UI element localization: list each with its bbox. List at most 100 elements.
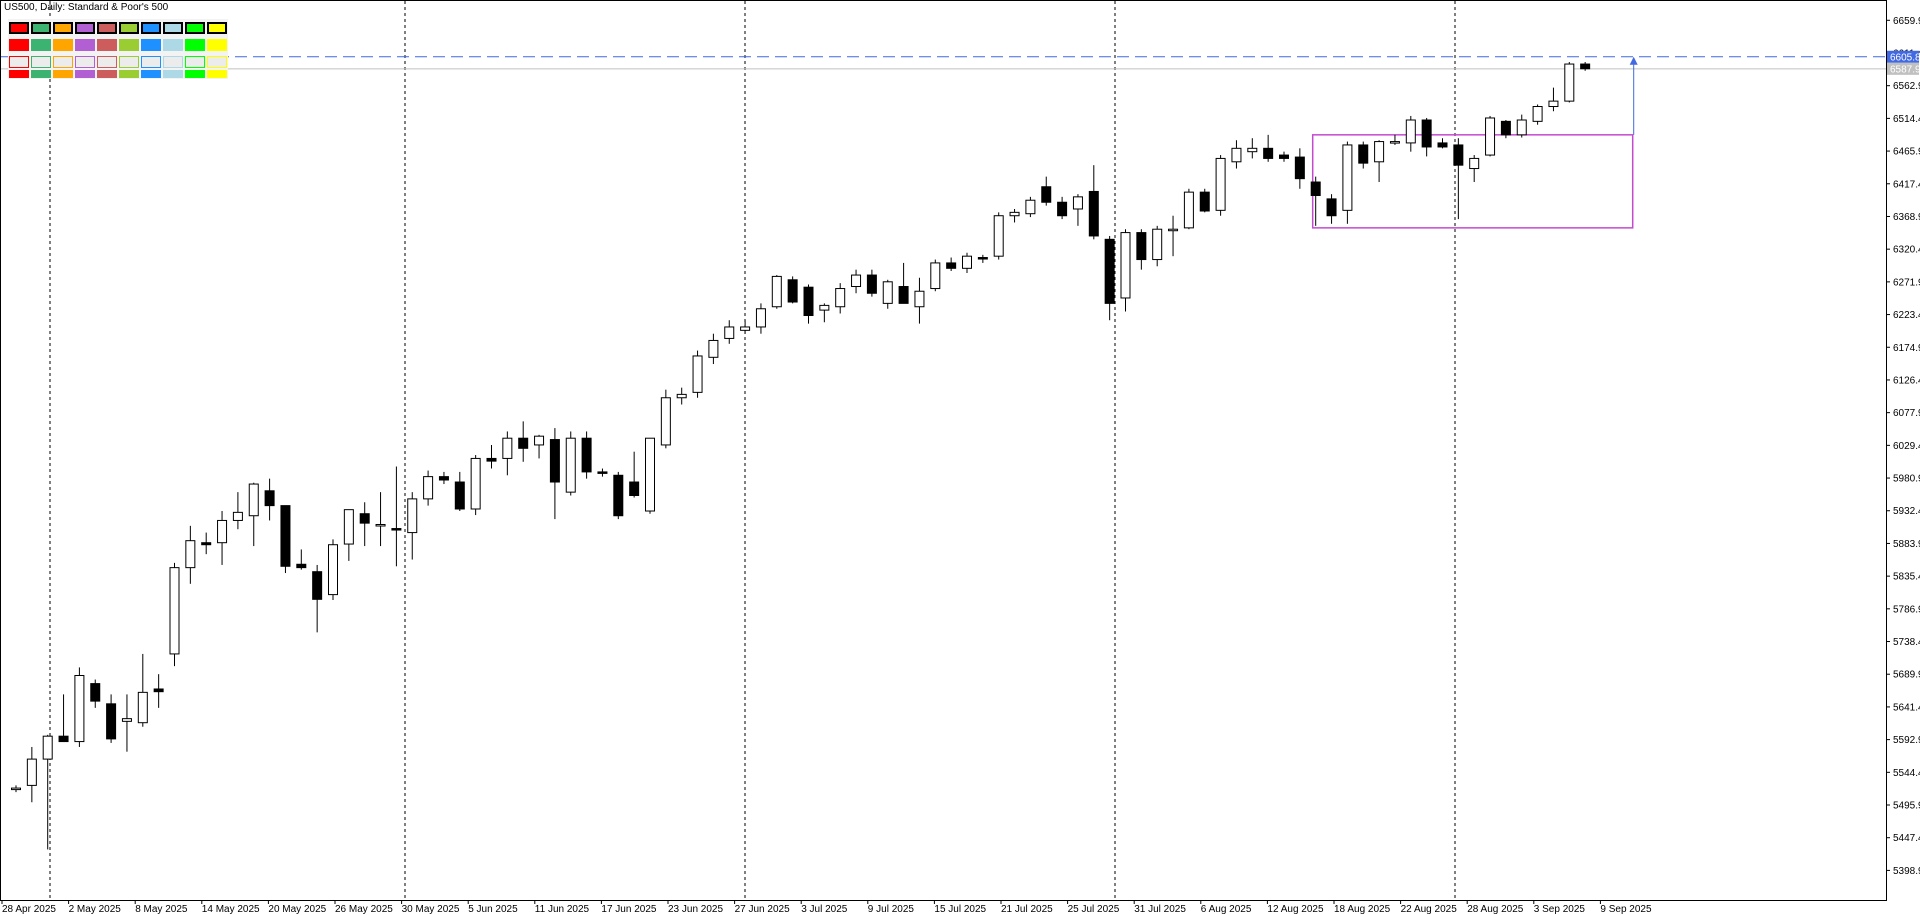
color-swatch-5[interactable]: [97, 21, 117, 34]
candle: [1136, 229, 1147, 270]
candle: [708, 333, 719, 365]
candle: [1374, 140, 1385, 183]
color-swatch-2[interactable]: [31, 70, 51, 78]
palette-row-flat[interactable]: [8, 36, 228, 53]
candle-body: [391, 528, 402, 531]
color-swatch-2[interactable]: [31, 21, 51, 34]
candle-body: [803, 286, 814, 317]
x-tick-label: 30 May 2025: [402, 904, 460, 915]
color-swatch-4[interactable]: [75, 21, 95, 34]
y-tick-label: 6077.9: [1893, 408, 1920, 419]
candle: [565, 431, 576, 496]
chart-title: US500, Daily: Standard & Poor's 500: [4, 2, 169, 13]
color-swatch-4[interactable]: [75, 70, 95, 78]
candle: [11, 785, 21, 793]
color-swatch-6[interactable]: [119, 21, 139, 34]
color-swatch-8[interactable]: [163, 38, 183, 51]
candle: [1389, 134, 1400, 145]
candle: [755, 303, 766, 334]
candle: [169, 562, 180, 667]
candle-body: [153, 688, 164, 693]
color-swatch-5[interactable]: [97, 70, 117, 78]
color-swatch-5[interactable]: [97, 38, 117, 51]
color-swatch-3[interactable]: [53, 70, 73, 78]
palette-row-framed[interactable]: [8, 53, 228, 70]
candle-body: [1072, 196, 1083, 210]
candle-body: [232, 511, 243, 521]
candle-body: [438, 476, 449, 481]
candle-body: [1279, 154, 1289, 159]
candle: [1057, 196, 1068, 220]
candle: [882, 279, 893, 309]
color-swatch-7[interactable]: [141, 70, 161, 78]
candle-body: [486, 457, 497, 462]
color-swatch-8[interactable]: [163, 70, 183, 78]
candle-body: [1231, 147, 1242, 163]
x-tick-label: 12 Aug 2025: [1267, 904, 1324, 915]
y-tick-label: 6174.9: [1893, 343, 1920, 354]
candle: [1453, 138, 1464, 220]
range-rectangle[interactable]: [1311, 134, 1634, 229]
color-swatch-3[interactable]: [53, 21, 73, 34]
candle: [581, 431, 592, 479]
candle: [1548, 87, 1559, 112]
candle: [1152, 225, 1163, 267]
candle: [121, 694, 132, 752]
color-swatch-2[interactable]: [31, 55, 51, 68]
color-swatch-2[interactable]: [31, 38, 51, 51]
candle-body: [1564, 63, 1575, 102]
color-swatch-5[interactable]: [97, 55, 117, 68]
arrow-head[interactable]: [1629, 56, 1638, 65]
color-swatch-6[interactable]: [119, 38, 139, 51]
candle-body: [676, 393, 687, 399]
palette-row-bar[interactable]: [8, 70, 228, 79]
x-tick-label: 18 Aug 2025: [1334, 904, 1391, 915]
color-palette-panel[interactable]: [8, 19, 228, 79]
candle-body: [819, 304, 830, 311]
color-swatch-10[interactable]: [207, 55, 227, 68]
candle: [1263, 134, 1274, 162]
color-swatch-1[interactable]: [9, 38, 29, 51]
candle-body: [1009, 211, 1020, 217]
candle-body: [217, 519, 228, 544]
candle: [740, 320, 751, 334]
candle: [946, 257, 957, 272]
color-swatch-4[interactable]: [75, 55, 95, 68]
color-swatch-9[interactable]: [185, 21, 205, 34]
candle-body: [502, 437, 513, 459]
color-swatch-7[interactable]: [141, 38, 161, 51]
color-swatch-3[interactable]: [53, 38, 73, 51]
color-swatch-1[interactable]: [9, 21, 29, 34]
color-swatch-9[interactable]: [185, 38, 205, 51]
color-swatch-9[interactable]: [185, 55, 205, 68]
color-swatch-8[interactable]: [163, 21, 183, 34]
candle-body: [1104, 238, 1115, 304]
color-swatch-8[interactable]: [163, 55, 183, 68]
palette-row-outlined[interactable]: [8, 19, 228, 36]
y-tick-label: 6659.9: [1893, 16, 1920, 27]
candle: [1215, 155, 1226, 216]
color-swatch-3[interactable]: [53, 55, 73, 68]
color-swatch-10[interactable]: [207, 70, 227, 78]
color-swatch-10[interactable]: [207, 21, 227, 34]
candle: [217, 511, 228, 565]
color-swatch-1[interactable]: [9, 55, 29, 68]
color-swatch-6[interactable]: [119, 70, 139, 78]
candle: [312, 564, 323, 633]
color-swatch-6[interactable]: [119, 55, 139, 68]
color-swatch-10[interactable]: [207, 38, 227, 51]
color-swatch-7[interactable]: [141, 21, 161, 34]
color-swatch-1[interactable]: [9, 70, 29, 78]
color-swatch-4[interactable]: [75, 38, 95, 51]
x-tick-label: 9 Jul 2025: [868, 904, 915, 915]
candle-body: [1120, 232, 1131, 299]
color-swatch-7[interactable]: [141, 55, 161, 68]
candle: [74, 667, 85, 747]
y-tick-label: 5641.4: [1893, 702, 1920, 713]
candle-body: [42, 735, 53, 760]
candle-body: [787, 279, 798, 303]
candle-body: [1421, 119, 1432, 148]
color-swatch-9[interactable]: [185, 70, 205, 78]
candle: [1580, 62, 1591, 71]
